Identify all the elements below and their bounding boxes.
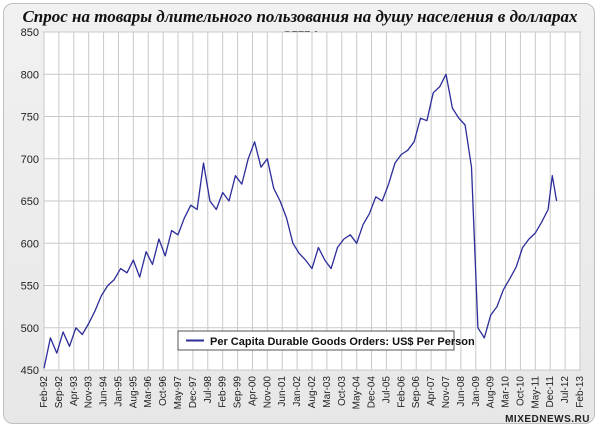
x-tick-label: Jul-98 <box>203 376 214 404</box>
x-tick-label: Jul-12 <box>560 376 571 404</box>
y-tick-label: 600 <box>21 238 39 250</box>
x-tick-label: Jun-94 <box>99 376 110 407</box>
x-tick-label: May-11 <box>530 376 541 409</box>
x-tick-label: Apr-07 <box>426 376 437 406</box>
x-tick-label: Aug-02 <box>307 376 318 409</box>
x-tick-label: Apr-00 <box>247 376 258 406</box>
x-tick-label: Aug-09 <box>486 376 497 409</box>
x-tick-label: Apr-93 <box>69 376 80 406</box>
x-tick-label: Feb-92 <box>39 376 50 408</box>
x-tick-label: Nov-07 <box>441 376 452 409</box>
y-tick-label: 850 <box>21 27 39 39</box>
y-tick-label: 500 <box>21 323 39 335</box>
x-tick-label: Feb-13 <box>575 376 586 408</box>
series-line <box>43 73 558 369</box>
watermark-text: MIXEDNEWS.RU <box>505 414 590 425</box>
x-tick-label: Feb-06 <box>396 376 407 408</box>
y-tick-label: 700 <box>21 154 39 166</box>
x-tick-label: Sep-92 <box>54 376 65 409</box>
y-tick-label: 450 <box>21 365 39 377</box>
x-tick-label: Dec-97 <box>188 376 199 409</box>
y-tick-label: 550 <box>21 281 39 293</box>
x-tick-label: Aug-95 <box>128 376 139 409</box>
x-tick-label: Dec-11 <box>545 376 556 408</box>
x-tick-label: Sep-99 <box>233 376 244 409</box>
x-tick-label: Jun-01 <box>277 376 288 407</box>
x-tick-label: Nov-00 <box>262 376 273 409</box>
x-tick-label: Mar-10 <box>501 376 512 408</box>
x-tick-label: Feb-99 <box>218 376 229 408</box>
y-tick-label: 650 <box>21 196 39 208</box>
x-tick-label: Jan-95 <box>113 376 124 407</box>
x-tick-label: Sep-06 <box>411 376 422 409</box>
x-tick-label: Jan-09 <box>471 376 482 407</box>
x-tick-label: Nov-93 <box>84 376 95 409</box>
x-tick-label: Jun-08 <box>456 376 467 407</box>
x-tick-label: Mar-03 <box>322 376 333 408</box>
x-tick-label: Jul-05 <box>381 376 392 404</box>
x-tick-label: Jan-02 <box>292 376 303 407</box>
x-tick-label: Oct-03 <box>337 376 348 406</box>
x-tick-label: Dec-04 <box>367 376 378 409</box>
x-tick-label: Mar-96 <box>143 376 154 408</box>
y-tick-label: 750 <box>21 112 39 124</box>
legend-box <box>177 330 455 351</box>
legend-label: Per Capita Durable Goods Orders: US$ Per… <box>210 336 475 348</box>
x-tick-label: Oct-10 <box>515 376 526 406</box>
x-tick-label: Oct-96 <box>158 376 169 406</box>
x-tick-label: May-04 <box>352 376 363 410</box>
y-tick-label: 800 <box>21 69 39 81</box>
x-tick-label: May-97 <box>173 376 184 410</box>
